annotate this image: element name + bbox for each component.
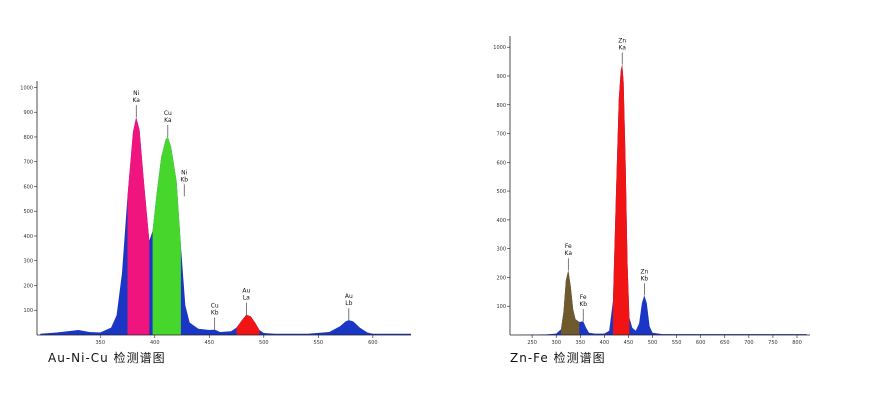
- y-tick-label: 100: [23, 308, 33, 314]
- x-tick-label: 350: [576, 340, 586, 346]
- annotation-label: Cu: [211, 303, 219, 310]
- y-tick-label: 1000: [20, 85, 33, 91]
- annotation-label: Au: [345, 293, 353, 300]
- annotation-label: Ka: [164, 117, 172, 124]
- spectrum-area: [510, 64, 807, 335]
- x-tick-label: 500: [648, 340, 658, 346]
- y-tick-label: 300: [496, 247, 506, 253]
- y-tick-label: 1000: [493, 45, 506, 51]
- annotation-label: Kb: [640, 275, 648, 282]
- annotation-label: Ni: [181, 169, 187, 176]
- y-tick-label: 100: [496, 304, 506, 310]
- annotation-label: Zn: [618, 37, 626, 44]
- y-tick-label: 400: [496, 218, 506, 224]
- annotation-label: Kb: [211, 310, 219, 317]
- y-tick-label: 400: [23, 234, 33, 240]
- annotation-label: Ka: [618, 44, 626, 51]
- annotation-label: Zn: [640, 268, 648, 275]
- annotation-label: Cu: [164, 110, 172, 117]
- annotation-label: Ka: [132, 97, 140, 104]
- spectrum-area: [127, 117, 150, 335]
- y-tick-label: 700: [23, 160, 33, 166]
- annotation-label: Kb: [579, 301, 587, 308]
- spectrum-area: [613, 64, 630, 335]
- annotation-label: Fe: [565, 243, 572, 250]
- x-tick-label: 750: [768, 340, 778, 346]
- spectrum-area: [40, 117, 412, 335]
- x-tick-label: 350: [95, 340, 105, 346]
- y-tick-label: 800: [496, 103, 506, 109]
- y-tick-label: 300: [23, 259, 33, 265]
- x-tick-label: 650: [720, 340, 730, 346]
- y-tick-label: 500: [23, 209, 33, 215]
- chart-title: Au-Ni-Cu 检测谱图: [48, 350, 166, 365]
- x-tick-label: 450: [624, 340, 634, 346]
- spectrum-area: [561, 270, 580, 335]
- x-tick-label: 300: [551, 340, 561, 346]
- y-tick-label: 200: [496, 275, 506, 281]
- x-tick-label: 550: [314, 340, 324, 346]
- annotation-label: La: [243, 295, 250, 302]
- x-tick-label: 600: [368, 340, 378, 346]
- y-tick-label: 200: [23, 283, 33, 289]
- x-tick-label: 800: [792, 340, 802, 346]
- y-tick-label: 600: [496, 160, 506, 166]
- annotation-label: Au: [242, 288, 250, 295]
- annotation-label: Ni: [133, 90, 139, 97]
- x-tick-label: 550: [672, 340, 682, 346]
- x-tick-label: 400: [150, 340, 160, 346]
- x-tick-label: 450: [205, 340, 215, 346]
- y-tick-label: 800: [23, 135, 33, 141]
- annotation-label: Lb: [345, 300, 352, 307]
- x-tick-label: 600: [696, 340, 706, 346]
- chart-title: Zn-Fe 检测谱图: [510, 350, 606, 365]
- y-tick-label: 900: [23, 110, 33, 116]
- x-tick-label: 700: [744, 340, 754, 346]
- annotation-label: Ka: [565, 250, 573, 257]
- spectrum-area: [236, 314, 260, 335]
- x-tick-label: 500: [259, 340, 269, 346]
- annotation-label: Fe: [580, 294, 587, 301]
- spectrum-area: [152, 137, 181, 335]
- x-tick-label: 250: [527, 340, 537, 346]
- y-tick-label: 600: [23, 184, 33, 190]
- y-tick-label: 900: [496, 74, 506, 80]
- y-tick-label: 500: [496, 189, 506, 195]
- x-tick-label: 400: [600, 340, 610, 346]
- annotation-label: Kb: [180, 176, 188, 183]
- y-tick-label: 700: [496, 132, 506, 138]
